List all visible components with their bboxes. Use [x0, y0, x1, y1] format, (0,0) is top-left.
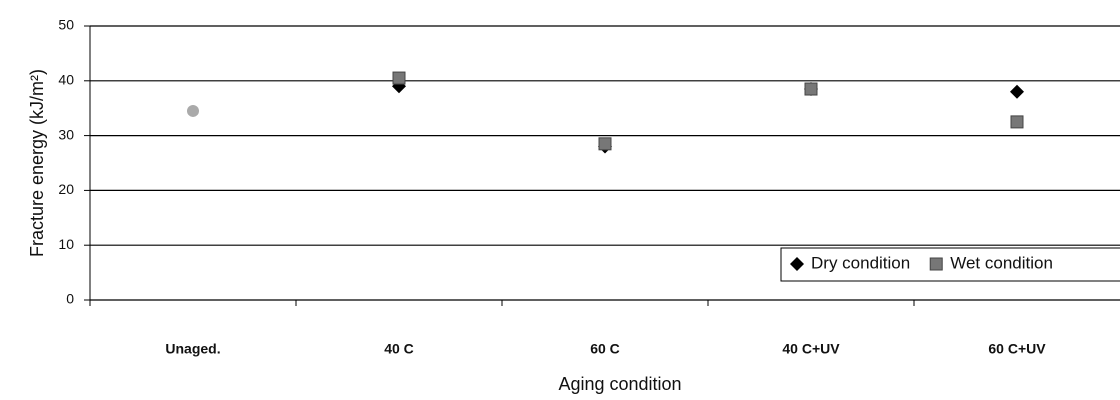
y-tick-label: 40	[58, 72, 74, 88]
y-tick-label: 50	[58, 17, 74, 33]
x-tick-label: 40 C+UV	[782, 341, 840, 357]
y-tick-label: 10	[58, 236, 74, 252]
y-tick-label: 20	[58, 181, 74, 197]
point	[392, 71, 406, 85]
legend-label: Dry condition	[811, 253, 910, 272]
point	[804, 82, 818, 96]
legend-box	[780, 247, 1120, 282]
x-tick-label: 40 C	[384, 341, 414, 357]
x-tick-label: 60 C	[590, 341, 620, 357]
point	[1010, 115, 1024, 129]
y-tick-label: 0	[66, 291, 74, 307]
x-tick-label: 60 C+UV	[988, 341, 1046, 357]
legend-marker	[790, 257, 804, 271]
x-tick-label: Unaged.	[165, 341, 220, 357]
x-axis-title: Aging condition	[558, 374, 681, 394]
legend-label: Wet condition	[950, 253, 1053, 272]
point	[187, 104, 199, 117]
legend-marker	[929, 257, 943, 271]
y-axis-title: Fracture energy (kJ/m²)	[27, 69, 47, 257]
y-tick-label: 30	[58, 126, 74, 142]
point	[1010, 84, 1024, 99]
point	[598, 137, 612, 151]
